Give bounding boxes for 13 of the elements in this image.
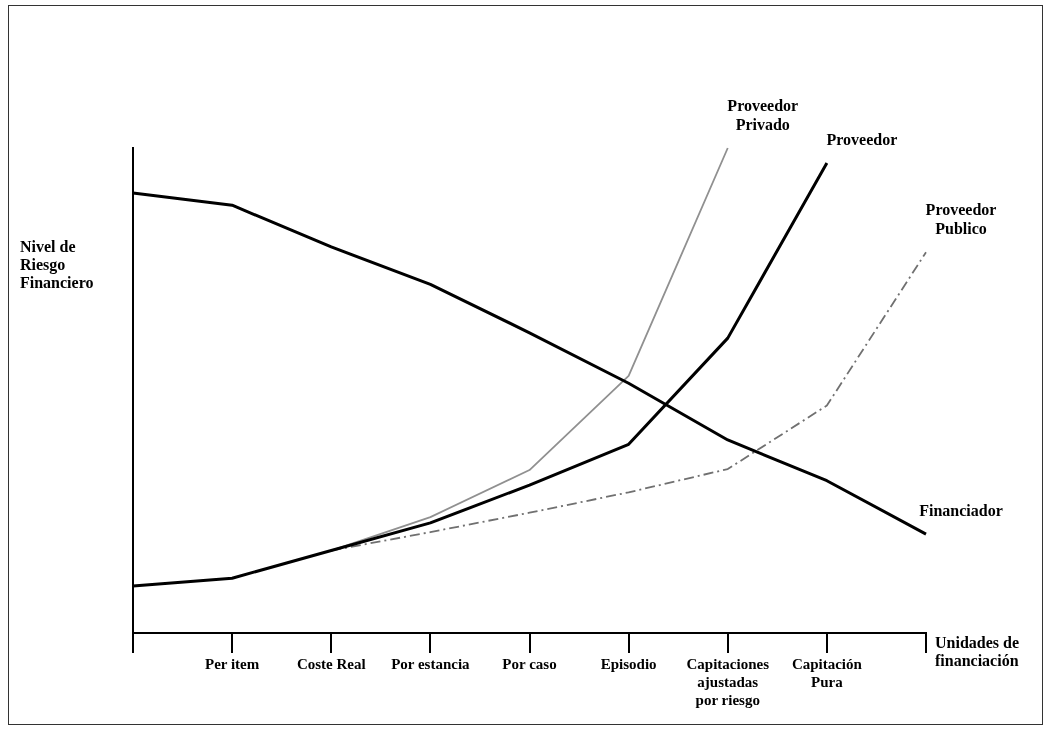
series-label: Proveedor	[826, 131, 898, 149]
series-label: Proveedor Privado	[727, 97, 799, 133]
x-axis-title: Unidades de financiación	[935, 634, 1021, 670]
x-tick-label: Episodio	[600, 655, 657, 672]
x-tick-label: Capitación Pura	[791, 655, 863, 690]
x-tick-label: Per item	[204, 655, 260, 672]
y-axis-title: Nivel de Riesgo Financiero	[20, 238, 95, 292]
series-label: Financiador	[919, 502, 1003, 520]
x-tick-label: Capitaciones ajustadas por riesgo	[686, 655, 770, 708]
x-tick-label: Por estancia	[391, 655, 471, 672]
x-tick-label: Por caso	[502, 655, 557, 672]
x-tick-label: Coste Real	[296, 655, 366, 672]
series-label: Proveedor Publico	[925, 201, 997, 238]
